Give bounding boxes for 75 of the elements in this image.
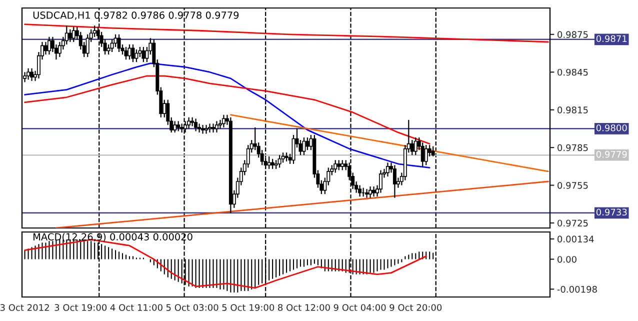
candlestick xyxy=(218,119,222,130)
candlestick xyxy=(72,26,76,42)
candlestick xyxy=(142,46,146,63)
candlestick xyxy=(176,120,180,132)
candlestick xyxy=(201,124,205,134)
candlestick xyxy=(424,144,428,166)
candlestick xyxy=(44,41,48,56)
candlestick xyxy=(270,158,274,170)
x-tick-label: 3 Oct 19:00 xyxy=(54,304,107,311)
y-tick-label: 0.9725 xyxy=(558,220,588,227)
candlestick xyxy=(106,44,110,56)
ref-line-label: 0.9800 xyxy=(596,124,627,132)
candlestick xyxy=(114,34,118,48)
ref-line-label: 0.9733 xyxy=(596,208,627,216)
y-tick-label: -0.00198 xyxy=(557,286,597,293)
candlestick xyxy=(190,116,194,127)
candlestick xyxy=(372,186,376,198)
candlestick xyxy=(187,116,191,130)
candlestick xyxy=(214,120,218,134)
candlestick xyxy=(68,28,72,42)
candlestick xyxy=(194,118,198,132)
chart-title: MACD(12,26,9) 0.00043 0.00020 xyxy=(34,232,192,242)
line-series xyxy=(24,62,430,168)
candlestick xyxy=(128,44,132,60)
candlestick xyxy=(386,162,390,178)
x-tick-label: 9 Oct 20:00 xyxy=(390,304,442,311)
candlestick xyxy=(208,123,212,134)
candlestick xyxy=(340,160,344,171)
chart-title: USDCAD,H1 0.9782 0.9786 0.9778 0.9779 xyxy=(33,11,239,20)
candlestick xyxy=(64,25,68,46)
y-tick-label: 0.00134 xyxy=(558,236,594,243)
y-tick-label: 0.00 xyxy=(558,256,576,263)
candlestick xyxy=(117,34,121,53)
candlestick xyxy=(211,123,215,134)
candlestick xyxy=(365,188,369,198)
y-tick-label: 0.9815 xyxy=(558,106,588,114)
ref-line-label: 0.9871 xyxy=(596,35,627,42)
candlestick xyxy=(281,152,285,164)
x-tick-label: 9 Oct 04:00 xyxy=(334,304,386,311)
y-tick-label: 0.9785 xyxy=(558,144,588,152)
line-series xyxy=(24,24,549,43)
candlestick xyxy=(138,46,142,58)
x-tick-label: 5 Oct 19:00 xyxy=(222,304,274,311)
candlestick xyxy=(334,160,338,174)
candlestick xyxy=(306,136,310,151)
candlestick xyxy=(110,38,114,53)
line-series xyxy=(24,75,430,144)
candlestick xyxy=(420,142,424,167)
y-tick-label: 0.9875 xyxy=(558,31,588,38)
candlestick xyxy=(86,34,90,58)
candlestick xyxy=(47,36,51,56)
candlestick xyxy=(222,114,226,128)
x-tick-label: 3 Oct 2012 xyxy=(0,304,49,311)
candlestick xyxy=(358,184,362,198)
candlestick xyxy=(58,41,62,58)
candlestick xyxy=(337,160,341,171)
candlestick xyxy=(392,164,396,198)
ref-line-label: 0.9779 xyxy=(596,150,627,158)
candlestick xyxy=(379,170,382,194)
y-tick-label: 0.9845 xyxy=(558,68,588,76)
x-tick-label: 5 Oct 03:00 xyxy=(166,304,218,311)
x-tick-label: 4 Oct 11:00 xyxy=(110,304,162,311)
x-tick-label: 8 Oct 12:00 xyxy=(278,304,330,311)
candlestick xyxy=(267,156,271,170)
candlestick xyxy=(204,124,208,134)
candlestick xyxy=(173,120,177,134)
y-tick-label: 0.9755 xyxy=(558,182,588,189)
candlestick xyxy=(368,186,372,198)
candlestick xyxy=(26,68,30,80)
candlestick xyxy=(30,68,34,82)
candlestick xyxy=(302,136,306,156)
candlestick xyxy=(134,48,138,63)
candlestick xyxy=(278,154,282,168)
candlestick xyxy=(414,136,418,156)
candlestick xyxy=(131,44,135,63)
